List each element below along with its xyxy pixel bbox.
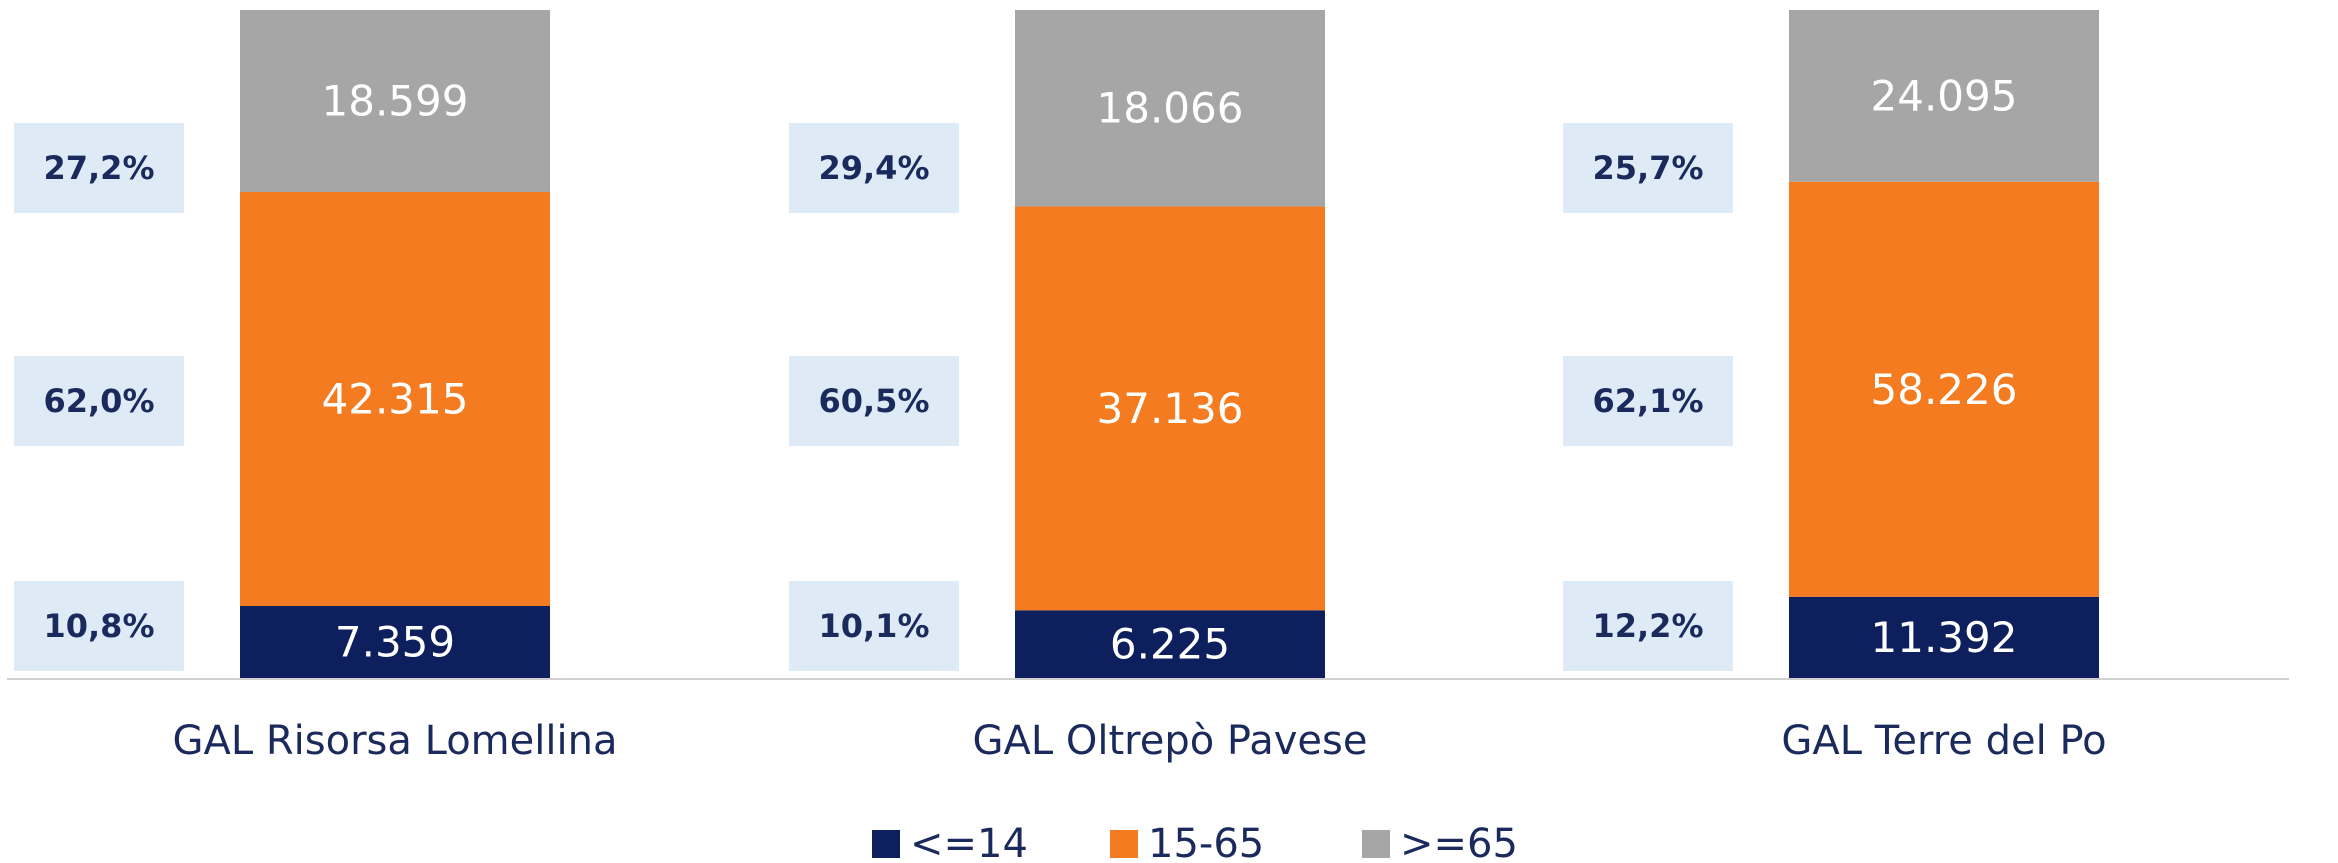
share-box	[14, 581, 184, 671]
share-box	[789, 581, 959, 671]
legend-swatch	[1362, 830, 1390, 858]
value-label: 11.392	[1871, 613, 2018, 662]
share-label: 25,7%	[1592, 149, 1703, 187]
share-label: 27,2%	[43, 149, 154, 187]
value-label: 58.226	[1871, 365, 2018, 414]
share-label: 60,5%	[818, 382, 929, 420]
bar-segment	[1015, 10, 1325, 207]
bar-segment	[240, 605, 550, 678]
category-label: GAL Oltrepò Pavese	[973, 718, 1368, 764]
bar-segment	[1015, 610, 1325, 678]
share-box	[1563, 356, 1733, 446]
share-box	[14, 356, 184, 446]
share-box	[1563, 581, 1733, 671]
value-label: 7.359	[335, 617, 455, 666]
share-box	[789, 123, 959, 213]
value-label: 37.136	[1097, 384, 1244, 433]
bar-segment	[1789, 181, 2099, 597]
bar-segment	[240, 10, 550, 192]
category-label: GAL Risorsa Lomellina	[173, 718, 618, 764]
legend-label: <=14	[910, 821, 1028, 863]
share-label: 12,2%	[1592, 607, 1703, 645]
bar-segment	[1789, 596, 2099, 678]
share-box	[1563, 123, 1733, 213]
value-label: 6.225	[1110, 620, 1230, 669]
bar-segment	[1789, 10, 2099, 182]
share-label: 62,1%	[1592, 382, 1703, 420]
share-label: 62,0%	[43, 382, 154, 420]
value-label: 18.599	[322, 76, 469, 125]
bar-segment	[240, 191, 550, 606]
share-label: 10,8%	[43, 607, 154, 645]
share-label: 10,1%	[818, 607, 929, 645]
legend-swatch	[1110, 830, 1138, 858]
legend-swatch	[872, 830, 900, 858]
value-label: 18.066	[1097, 84, 1244, 133]
legend-label: >=65	[1400, 821, 1518, 863]
category-label: GAL Terre del Po	[1781, 718, 2106, 764]
share-label: 29,4%	[818, 149, 929, 187]
share-box	[789, 356, 959, 446]
share-box	[14, 123, 184, 213]
value-label: 42.315	[322, 374, 469, 423]
legend-label: 15-65	[1148, 821, 1264, 863]
bar-segment	[1015, 206, 1325, 611]
value-label: 24.095	[1871, 71, 2018, 120]
